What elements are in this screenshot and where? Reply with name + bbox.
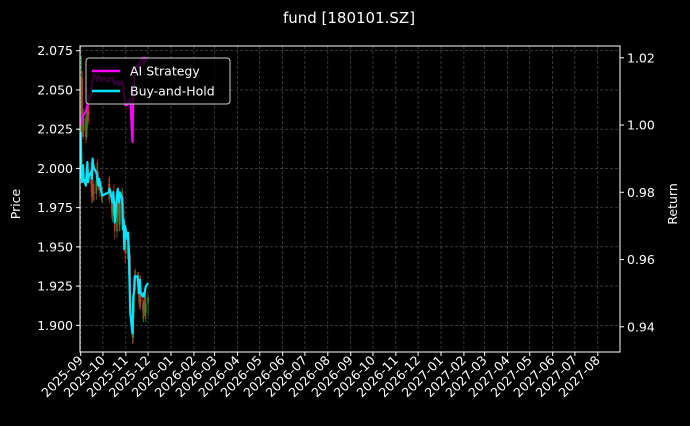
y-tick-label-left: 1.950: [37, 239, 73, 254]
y-tick-label-right: 1.02: [627, 50, 655, 65]
candle: [92, 179, 95, 200]
y-tick-label-right: 0.98: [627, 185, 655, 200]
chart-title: fund [180101.SZ]: [283, 9, 415, 27]
legend-box: [85, 57, 231, 105]
legend-label-buy-and-hold: Buy-and-Hold: [130, 84, 215, 99]
y-tick-label-left: 1.900: [37, 318, 73, 333]
series-line-buy-and-hold: [79, 131, 149, 335]
candle-body: [142, 306, 145, 310]
candle-body: [81, 77, 84, 125]
candle-body: [116, 202, 119, 216]
x-axis: 2025-092025-102025-112025-122026-012026-…: [38, 352, 603, 400]
y-axis-title-left: Price: [8, 188, 23, 219]
candle-body: [98, 184, 101, 191]
candle-body: [111, 196, 113, 213]
candle: [145, 297, 147, 323]
y-tick-label-left: 1.975: [37, 200, 73, 215]
legend[interactable]: AI Strategy Buy-and-Hold: [85, 57, 231, 105]
candle-body: [85, 121, 88, 138]
y-axis-title-right: Return: [665, 183, 680, 224]
right-y-axis: 0.94 0.96 0.98 1.00 1.02: [620, 50, 655, 334]
y-tick-label-left: 1.925: [37, 279, 73, 294]
candle-body: [93, 191, 95, 194]
candle-body: [119, 202, 121, 225]
candle: [126, 239, 129, 260]
candle-body: [117, 202, 120, 208]
candle: [116, 196, 119, 222]
y-tick-label-right: 0.94: [627, 319, 655, 334]
candle-body: [88, 111, 90, 116]
y-tick-label-left: 2.000: [37, 161, 73, 176]
y-tick-label-right: 0.96: [627, 252, 655, 267]
candle: [88, 105, 90, 125]
y-tick-label-right: 1.00: [627, 118, 655, 133]
y-tick-label-left: 2.025: [37, 122, 73, 137]
candle-body: [116, 215, 118, 232]
left-y-axis: 1.900 1.925 1.950 1.975 2.000 2.025 2.050 2.075: [37, 43, 80, 333]
candle-body: [111, 207, 114, 213]
candle: [93, 184, 95, 202]
candle-body: [126, 243, 129, 254]
candle-body: [95, 180, 98, 194]
y-tick-label-left: 2.075: [37, 43, 73, 58]
plot-frame: [79, 45, 621, 353]
y-tick-label-left: 2.050: [37, 82, 73, 97]
candle-body: [145, 303, 147, 313]
candle-body: [92, 184, 95, 192]
legend-label-ai-strategy: AI Strategy: [130, 64, 200, 79]
candle-body: [82, 118, 85, 131]
candle: [147, 293, 149, 316]
candle-body: [147, 297, 149, 304]
